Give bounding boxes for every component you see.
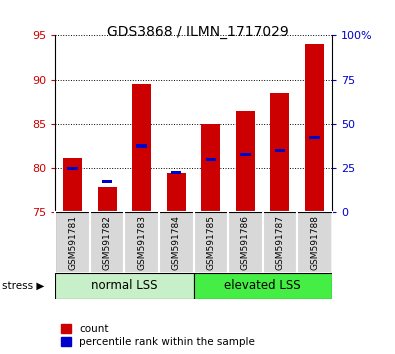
- Text: GSM591781: GSM591781: [68, 215, 77, 270]
- Bar: [201, 124, 220, 212]
- Text: normal LSS: normal LSS: [91, 279, 158, 292]
- Text: GDS3868 / ILMN_1717029: GDS3868 / ILMN_1717029: [107, 25, 288, 39]
- Bar: [55, 212, 90, 273]
- Bar: [124, 212, 159, 273]
- Text: GSM591782: GSM591782: [103, 215, 112, 270]
- Bar: [102, 180, 112, 183]
- Bar: [167, 172, 186, 212]
- Bar: [236, 110, 255, 212]
- Text: GSM591785: GSM591785: [206, 215, 215, 270]
- Text: GSM591783: GSM591783: [137, 215, 146, 270]
- Text: GSM591784: GSM591784: [172, 215, 181, 270]
- Bar: [297, 212, 332, 273]
- Bar: [228, 212, 263, 273]
- Bar: [68, 167, 78, 170]
- Text: stress ▶: stress ▶: [2, 281, 44, 291]
- Bar: [63, 159, 82, 212]
- Bar: [137, 144, 147, 148]
- Bar: [98, 187, 117, 212]
- Text: GSM591787: GSM591787: [275, 215, 284, 270]
- Bar: [206, 158, 216, 161]
- Text: GSM591788: GSM591788: [310, 215, 319, 270]
- Bar: [309, 136, 320, 139]
- Bar: [159, 212, 194, 273]
- Bar: [275, 149, 285, 152]
- Text: GSM591786: GSM591786: [241, 215, 250, 270]
- Bar: [194, 212, 228, 273]
- Bar: [263, 212, 297, 273]
- Bar: [194, 273, 332, 299]
- Bar: [90, 212, 124, 273]
- Bar: [305, 44, 324, 212]
- Bar: [55, 273, 194, 299]
- Text: elevated LSS: elevated LSS: [224, 279, 301, 292]
- Bar: [271, 93, 290, 212]
- Bar: [171, 171, 181, 174]
- Legend: count, percentile rank within the sample: count, percentile rank within the sample: [60, 324, 255, 347]
- Bar: [240, 153, 250, 156]
- Bar: [132, 84, 151, 212]
